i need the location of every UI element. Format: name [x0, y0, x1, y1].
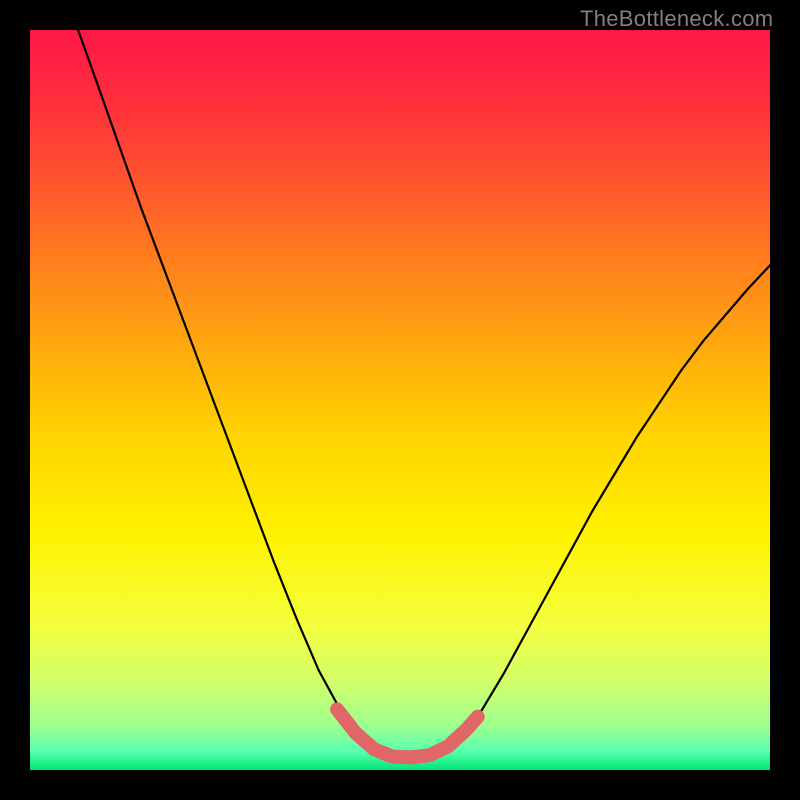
watermark-text: TheBottleneck.com — [580, 6, 773, 32]
chart-background — [30, 30, 770, 770]
chart-svg — [30, 30, 770, 770]
chart-plot-area — [30, 30, 770, 770]
